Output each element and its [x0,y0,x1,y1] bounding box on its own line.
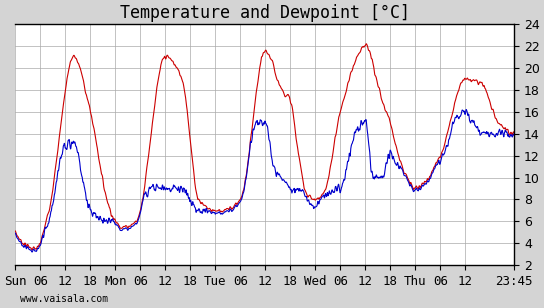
Title: Temperature and Dewpoint [°C]: Temperature and Dewpoint [°C] [120,4,410,22]
Text: www.vaisala.com: www.vaisala.com [21,294,109,304]
